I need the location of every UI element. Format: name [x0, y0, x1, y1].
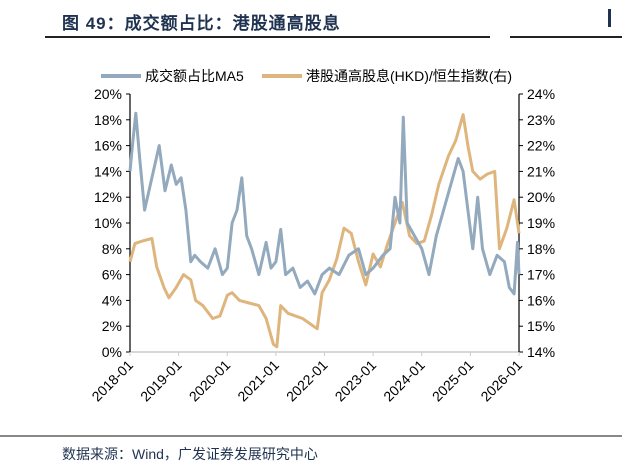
legend-label-ratio: 港股通高股息(HKD)/恒生指数(右)	[306, 68, 512, 84]
right-tick-label: 14%	[527, 344, 555, 360]
x-tick-label: 2018-01	[88, 357, 136, 405]
line-chart: 成交额占比MA5 港股通高股息(HKD)/恒生指数(右) 0% 2% 4% 6% 8% 1…	[88, 68, 555, 405]
bottom-rule	[0, 435, 622, 437]
series-line-ma5	[128, 111, 521, 296]
title-rule	[45, 36, 490, 38]
left-tick-label: 8%	[102, 241, 122, 257]
left-tick-label: 0%	[102, 344, 122, 360]
right-tick-label: 19%	[527, 215, 555, 231]
figure-title: 图 49：成交额占比：港股通高股息	[62, 14, 341, 33]
left-tick-label: 10%	[94, 215, 122, 231]
right-tick-label: 18%	[527, 241, 555, 257]
x-tick-label: 2024-01	[380, 357, 428, 405]
left-tick-label: 14%	[94, 163, 122, 179]
right-tick-label: 15%	[527, 318, 555, 334]
x-tick-label: 2026-01	[477, 357, 525, 405]
next-figure-edge	[608, 9, 617, 27]
left-tick-label: 2%	[102, 318, 122, 334]
x-tick-label: 2023-01	[332, 357, 380, 405]
left-tick-label: 20%	[94, 86, 122, 102]
right-tick-label: 22%	[527, 138, 555, 154]
right-tick-label: 16%	[527, 292, 555, 308]
right-tick-label: 23%	[527, 112, 555, 128]
x-tick-label: 2019-01	[137, 357, 185, 405]
left-tick-label: 4%	[102, 292, 122, 308]
left-tick-label: 18%	[94, 112, 122, 128]
legend: 成交额占比MA5 港股通高股息(HKD)/恒生指数(右)	[101, 68, 512, 84]
right-tick-label: 21%	[527, 163, 555, 179]
source-note: 数据来源：Wind，广发证券发展研究中心	[62, 446, 318, 462]
x-tick-label: 2020-01	[186, 357, 234, 405]
left-tick-label: 6%	[102, 267, 122, 283]
right-tick-label: 17%	[527, 267, 555, 283]
left-tick-label: 12%	[94, 189, 122, 205]
x-tick-label: 2021-01	[234, 357, 282, 405]
right-tick-label: 24%	[527, 86, 555, 102]
series-line-ratio	[128, 113, 521, 349]
next-title-rule	[510, 36, 622, 38]
left-tick-label: 16%	[94, 138, 122, 154]
right-tick-label: 20%	[527, 189, 555, 205]
legend-label-ma5: 成交额占比MA5	[145, 68, 244, 84]
x-tick-label: 2022-01	[283, 357, 331, 405]
x-tick-label: 2025-01	[429, 357, 477, 405]
